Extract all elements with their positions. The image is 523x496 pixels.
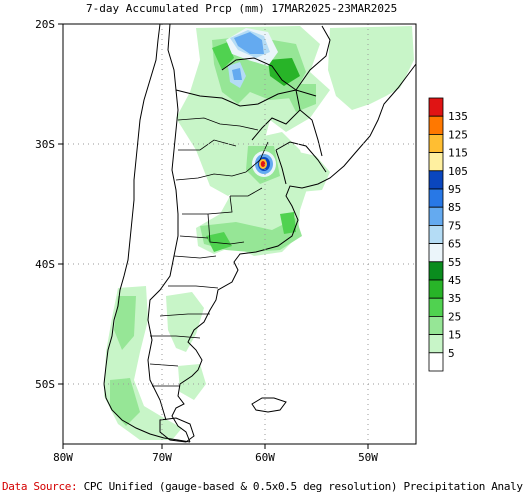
lon-label: 80W bbox=[53, 451, 73, 464]
precip-band-75-north bbox=[234, 32, 264, 54]
data-source-text: CPC Unified (gauge-based & 0.5x0.5 deg r… bbox=[83, 480, 523, 493]
map-area bbox=[58, 23, 417, 449]
map-frame bbox=[62, 23, 417, 445]
legend-label: 15 bbox=[448, 329, 461, 342]
legend-swatch bbox=[428, 261, 444, 281]
data-source-note: Data Source: CPC Unified (gauge-based & … bbox=[2, 480, 523, 493]
precip-band-35 bbox=[268, 58, 300, 86]
legend-swatch bbox=[428, 115, 444, 135]
lon-label: 60W bbox=[255, 451, 275, 464]
border-provinces bbox=[149, 117, 269, 387]
graticule bbox=[63, 24, 416, 444]
coastline-pacific bbox=[103, 23, 191, 443]
legend-swatch bbox=[428, 206, 444, 226]
legend-swatch bbox=[428, 170, 444, 190]
legend-colorbar: 135 125 115 105 95 85 75 65 55 45 35 25 15 5 bbox=[428, 97, 468, 372]
legend-label: 35 bbox=[448, 292, 461, 305]
precip-band-15-south bbox=[114, 296, 136, 350]
lon-label: 50W bbox=[358, 451, 378, 464]
precip-area-patagonia bbox=[166, 292, 204, 352]
coastlines bbox=[103, 23, 417, 443]
legend-swatch bbox=[428, 152, 444, 172]
legend-label: 115 bbox=[448, 147, 468, 160]
precip-band-25-coast bbox=[280, 212, 296, 234]
legend-swatch bbox=[428, 133, 444, 153]
legend-label: 125 bbox=[448, 128, 468, 141]
legend-swatch bbox=[428, 297, 444, 317]
coastline-tierra-del-fuego bbox=[159, 417, 195, 443]
legend-label: 55 bbox=[448, 256, 461, 269]
legend-swatch bbox=[428, 188, 444, 208]
map-title: 7-day Accumulated Prcp (mm) 17MAR2025-23… bbox=[86, 2, 397, 15]
precip-band-75-b bbox=[232, 68, 242, 80]
legend-swatch bbox=[428, 352, 444, 372]
legend-label: 65 bbox=[448, 238, 461, 251]
legend-swatch bbox=[428, 97, 444, 117]
precip-band-15-tierra bbox=[110, 378, 140, 426]
legend-label: 25 bbox=[448, 310, 461, 323]
coastline-falklands bbox=[251, 397, 287, 413]
lat-label: 20S bbox=[35, 18, 55, 31]
precip-area-uruguay bbox=[288, 150, 330, 192]
axis-ticks bbox=[58, 23, 369, 449]
coastline-atlantic bbox=[171, 63, 417, 443]
lon-label: 70W bbox=[152, 451, 172, 464]
precip-shading bbox=[104, 26, 414, 440]
legend-label: 95 bbox=[448, 183, 461, 196]
legend-swatch bbox=[428, 224, 444, 244]
legend-swatch bbox=[428, 279, 444, 299]
legend-label: 85 bbox=[448, 201, 461, 214]
precip-band-25-west bbox=[206, 232, 232, 252]
legend-label: 45 bbox=[448, 274, 461, 287]
precip-area-south-coast bbox=[178, 364, 206, 400]
lat-label: 30S bbox=[35, 138, 55, 151]
border-andes bbox=[147, 23, 179, 421]
data-source-label: Data Source: bbox=[2, 480, 78, 493]
border-bolivia bbox=[175, 89, 317, 107]
legend-label: 105 bbox=[448, 165, 468, 178]
lat-label: 40S bbox=[35, 258, 55, 271]
lat-labels: 20S 30S 40S 50S bbox=[35, 18, 55, 391]
legend-swatch bbox=[428, 243, 444, 263]
legend-swatch bbox=[428, 315, 444, 335]
legend-swatch bbox=[428, 334, 444, 354]
precip-area-northeast bbox=[328, 26, 414, 110]
legend-label: 135 bbox=[448, 110, 468, 123]
border-brazil bbox=[295, 25, 331, 157]
precip-band-25-north bbox=[212, 42, 234, 70]
legend-label: 5 bbox=[448, 347, 455, 360]
legend-label: 75 bbox=[448, 219, 461, 232]
border-uruguay bbox=[275, 141, 327, 185]
lat-label: 50S bbox=[35, 378, 55, 391]
precip-cell-135 bbox=[260, 161, 266, 167]
lon-labels: 80W 70W 60W 50W bbox=[53, 451, 378, 464]
